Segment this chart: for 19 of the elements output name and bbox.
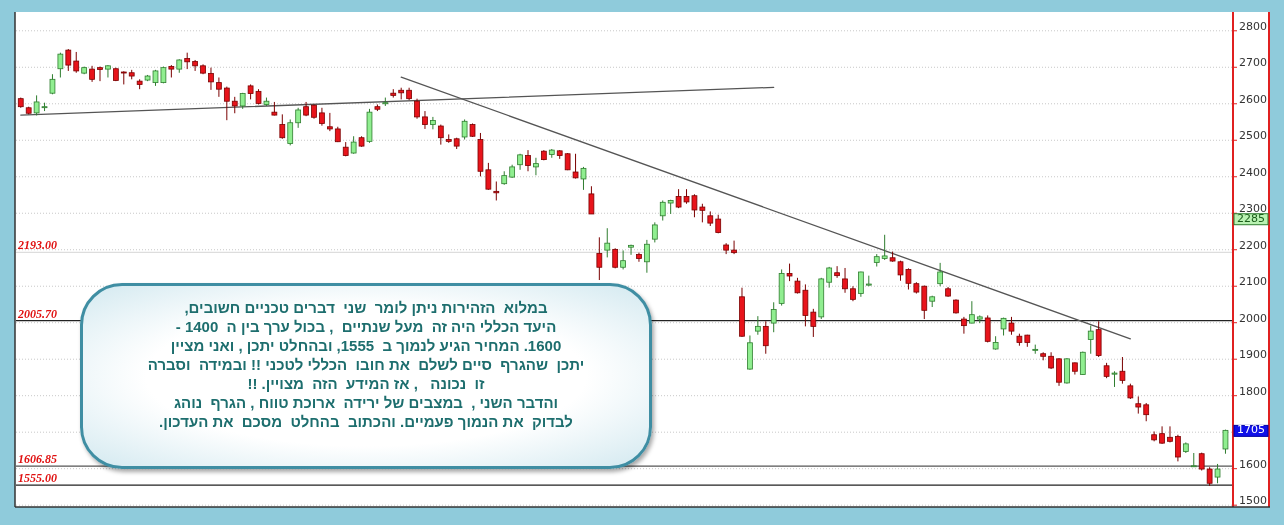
ref-line-label: 2193.00 <box>17 238 57 253</box>
y-tick-label: 1800 <box>1239 384 1267 398</box>
y-tick-label: 2400 <box>1239 165 1267 179</box>
y-tick-label: 1600 <box>1239 457 1267 471</box>
y-tick-label: 1500 <box>1239 494 1267 508</box>
annotation: במלוא הזהירות ניתן לומר שני דברים טכניים חשובים, היעד הכללי היה זה מעל שנתיים , בכול ערך בין ה 1400 - 1600. המחיר הגיע לנמוך ב 1555, ובהחלט יתכן , ואני מציין יתכן שהגרף סיים לשלם את חובו הכללי לטכני !! ובמידה וסברה זו נכונה , אז המידע הזה מצויין. !! והדבר השני , במצבים של ירידה ארוכת טווח , הגרף נוהג לבדוק את הנמוך פעמיים. והכתוב בהחלט מסכם את העדכון. <box>146 298 586 431</box>
y-tick-label: 2800 <box>1239 19 1267 33</box>
y-tick-label: 1900 <box>1239 348 1267 362</box>
y-tick-label: 2500 <box>1239 129 1267 143</box>
y-tick-label: 2600 <box>1239 92 1267 106</box>
y-tick-label: 2200 <box>1239 238 1267 252</box>
y-tick-label: 2000 <box>1239 311 1267 325</box>
annotation: 1705 <box>1237 423 1265 437</box>
ref-line-label: 1555.00 <box>18 471 57 486</box>
ref-line-label: 1606.85 <box>18 452 57 467</box>
y-tick-label: 2100 <box>1239 275 1267 289</box>
annotation: 2285 <box>1237 211 1265 225</box>
ref-line-label: 2005.70 <box>17 306 57 321</box>
y-tick-label: 2700 <box>1239 56 1267 70</box>
